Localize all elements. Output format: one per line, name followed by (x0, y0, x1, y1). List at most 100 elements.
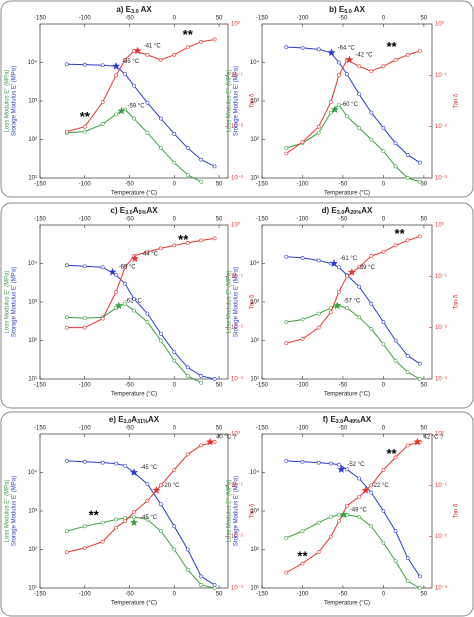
data-point (369, 301, 374, 306)
data-point (405, 579, 410, 584)
data-point (100, 122, 105, 127)
x-tick-label-top: -50 (125, 16, 134, 22)
data-point (132, 308, 136, 313)
x-tick-label: -100 (79, 592, 92, 598)
panel-title: a) E3.0 AX (116, 5, 152, 15)
y-tick-label: 10² (28, 137, 37, 143)
data-point (369, 254, 374, 258)
x-tick-label: -50 (125, 182, 134, 188)
data-point (284, 151, 289, 156)
data-point (64, 129, 69, 134)
y2-axis-label: Tan δ (250, 503, 256, 518)
data-point (158, 529, 163, 534)
x-tick-label: -150 (256, 182, 269, 188)
title-part: 3.0 (337, 210, 345, 216)
y-tick-label: 10³ (250, 509, 259, 515)
data-point (100, 100, 105, 105)
x-tick-label: -100 (79, 383, 92, 389)
data-point (64, 263, 69, 268)
data-point (284, 254, 289, 259)
y-tick-label: 10¹ (250, 377, 259, 383)
data-point (381, 509, 386, 513)
data-point (64, 459, 69, 463)
data-point (114, 73, 118, 78)
annotation-label: -65 °C (122, 59, 140, 65)
data-point (172, 243, 177, 248)
title-part: A (133, 206, 139, 215)
data-point (158, 331, 163, 336)
data-point (172, 350, 177, 354)
title-part: 3.0 (131, 9, 139, 15)
annotation-mark: ** (178, 232, 189, 247)
series-line (66, 237, 215, 329)
x-tick-label-top: -50 (125, 217, 134, 223)
title-part: 5.0 (344, 9, 352, 15)
x-tick-label-top: -50 (339, 16, 348, 22)
data-point (300, 459, 305, 464)
data-point (405, 238, 410, 243)
series-line (66, 441, 215, 553)
data-point (357, 126, 362, 130)
annotation-star (337, 465, 346, 473)
annotation-star (130, 468, 138, 476)
y2-tick-label: 10⁻³ (435, 377, 447, 383)
data-point (393, 243, 398, 248)
y-axis-label-loss: Loss Modulus E" (MPa) (227, 271, 233, 334)
x-tick-label-top: -150 (256, 217, 269, 223)
data-point (369, 137, 374, 142)
data-point (100, 316, 105, 321)
data-point (405, 443, 410, 448)
annotation-mark: ** (183, 27, 194, 42)
data-point (316, 520, 321, 525)
annotation-star (130, 254, 139, 263)
data-point (328, 100, 333, 105)
y2-tick-label: 10⁻² (231, 124, 243, 130)
annotation-star (330, 105, 339, 113)
data-point (82, 459, 87, 464)
data-point (417, 586, 422, 590)
x-tick-label-top: 0 (173, 426, 177, 432)
x-tick-label-top: -100 (296, 16, 309, 22)
x-tick-label-top: 0 (173, 16, 177, 22)
data-point (300, 255, 305, 260)
y2-tick-label: 10⁻² (435, 325, 447, 331)
annotation-star (361, 486, 370, 494)
data-point (369, 110, 374, 115)
panel-title: c) E3.0A5%AX (110, 206, 158, 216)
series-line (286, 305, 421, 380)
x-tick-label-top: -150 (34, 426, 47, 432)
data-point (316, 258, 321, 263)
x-tick-label-top: 50 (216, 426, 223, 432)
annotation-label: -39 °C (358, 265, 376, 271)
title-part: AX (361, 206, 373, 215)
y-tick-label: 10¹ (250, 176, 259, 182)
annotation-star (413, 437, 422, 446)
x-axis-label: Temperature (°C) (111, 191, 157, 197)
data-point (369, 327, 374, 331)
x-tick-label-top: -100 (79, 217, 92, 223)
y2-tick-label: 10⁻¹ (231, 73, 243, 79)
x-tick-label-top: -100 (79, 16, 92, 22)
data-point (357, 92, 362, 97)
x-tick-label: 50 (421, 182, 428, 188)
series-line (286, 514, 421, 589)
data-point (212, 440, 217, 444)
y2-tick-label: 10⁰ (435, 21, 445, 28)
data-point (132, 297, 136, 301)
data-point (300, 561, 305, 566)
y-tick-label: 10⁴ (28, 469, 38, 476)
y2-tick-label: 10⁻² (231, 534, 243, 540)
annotation-mark: ** (395, 226, 406, 241)
data-point (357, 265, 362, 270)
y-tick-label: 10⁴ (28, 59, 38, 66)
annotation-label: -41 °C (144, 43, 162, 49)
x-tick-label: -150 (34, 383, 47, 389)
data-point (199, 374, 204, 378)
data-point (172, 53, 177, 57)
x-tick-label-top: 50 (216, 217, 223, 223)
annotation-mark: ** (386, 446, 397, 461)
y2-tick-label: 10⁻³ (231, 176, 243, 182)
data-point (284, 570, 289, 575)
annotation-star (339, 510, 348, 519)
data-point (345, 274, 349, 279)
